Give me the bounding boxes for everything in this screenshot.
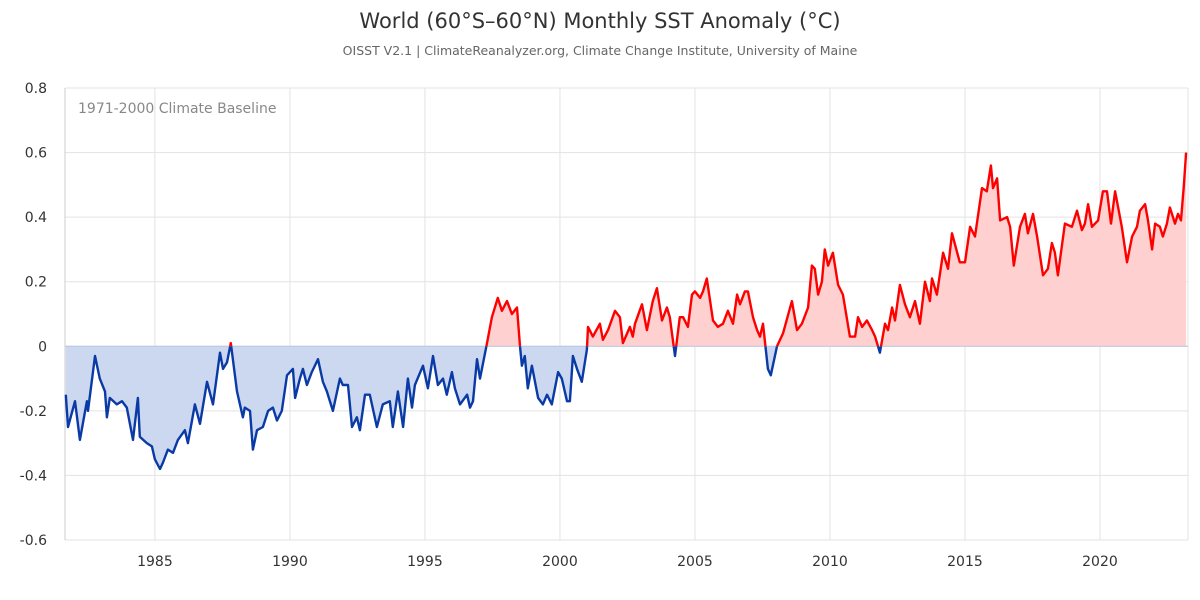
negative-anomaly-area [65, 346, 1187, 469]
positive-anomaly-line [228, 152, 1188, 347]
x-tick-label: 1985 [137, 554, 173, 570]
negative-anomaly-line [64, 346, 883, 471]
x-tick-label: 2000 [542, 554, 578, 570]
x-axis: 1985 1990 1995 2000 2005 2010 2015 2020 [137, 554, 1118, 570]
x-tick-label: 2020 [1082, 554, 1118, 570]
y-tick-label: 0.6 [25, 146, 47, 162]
y-tick-label: -0.2 [20, 404, 47, 420]
chart-subtitle: OISST V2.1 | ClimateReanalyzer.org, Clim… [343, 43, 858, 58]
x-tick-label: 2005 [677, 554, 713, 570]
x-tick-label: 1990 [272, 554, 308, 570]
x-tick-label: 1995 [407, 554, 443, 570]
baseline-annotation: 1971-2000 Climate Baseline [78, 101, 276, 117]
y-tick-label: 0 [38, 339, 47, 355]
y-axis: -0.6 -0.4 -0.2 0 0.2 0.4 0.6 0.8 [20, 81, 47, 549]
y-tick-label: -0.6 [20, 533, 47, 549]
positive-anomaly-area [230, 152, 1187, 347]
y-tick-label: 0.2 [25, 275, 47, 291]
x-tick-label: 2010 [812, 554, 848, 570]
y-tick-label: 0.4 [25, 210, 47, 226]
y-tick-label: -0.4 [20, 468, 47, 484]
y-tick-label: 0.8 [25, 81, 47, 97]
x-tick-label: 2015 [947, 554, 983, 570]
chart-title: World (60°S–60°N) Monthly SST Anomaly (°… [359, 9, 840, 33]
